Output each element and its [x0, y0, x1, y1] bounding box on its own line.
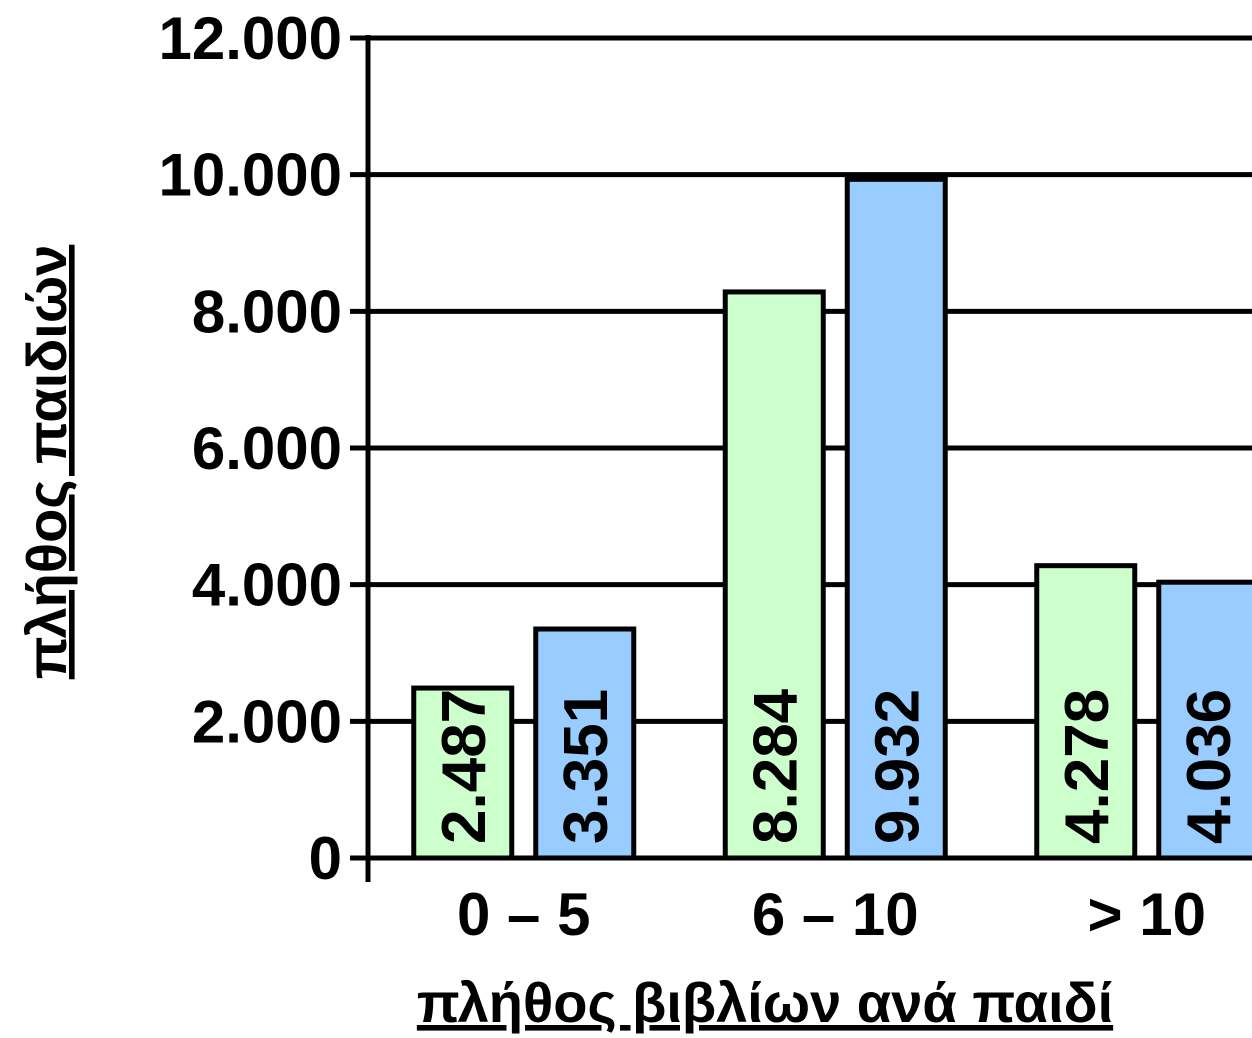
- bar: [722, 289, 826, 861]
- value-label: 4.278: [1053, 689, 1122, 844]
- x-tick-label: > 10: [1088, 881, 1206, 948]
- y-tick-label: 8.000: [192, 278, 342, 345]
- x-tick-label: 6 – 10: [752, 881, 919, 948]
- value-label: 8.284: [741, 688, 810, 844]
- y-tick-label: 6.000: [192, 415, 342, 482]
- y-axis-title: πλήθος παιδιών: [15, 245, 78, 680]
- bar: [533, 626, 637, 861]
- x-tick-label: 0 – 5: [457, 881, 590, 948]
- x-axis-title: πλήθος βιβλίων ανά παιδί: [417, 971, 1113, 1034]
- value-label: 2.487: [430, 689, 499, 844]
- y-tick-label: 2.000: [192, 688, 342, 755]
- y-tick-label: 0: [309, 825, 342, 892]
- bar: [844, 176, 948, 861]
- value-label: 9.932: [863, 689, 932, 844]
- y-tick-label: 4.000: [192, 552, 342, 619]
- value-label: 4.036: [1175, 689, 1244, 844]
- value-label: 3.351: [552, 689, 621, 844]
- bar: [411, 685, 515, 861]
- bar: [1034, 563, 1138, 861]
- y-tick-label: 12.000: [158, 5, 342, 72]
- y-tick-label: 10.000: [158, 142, 342, 209]
- bar: [1156, 579, 1252, 861]
